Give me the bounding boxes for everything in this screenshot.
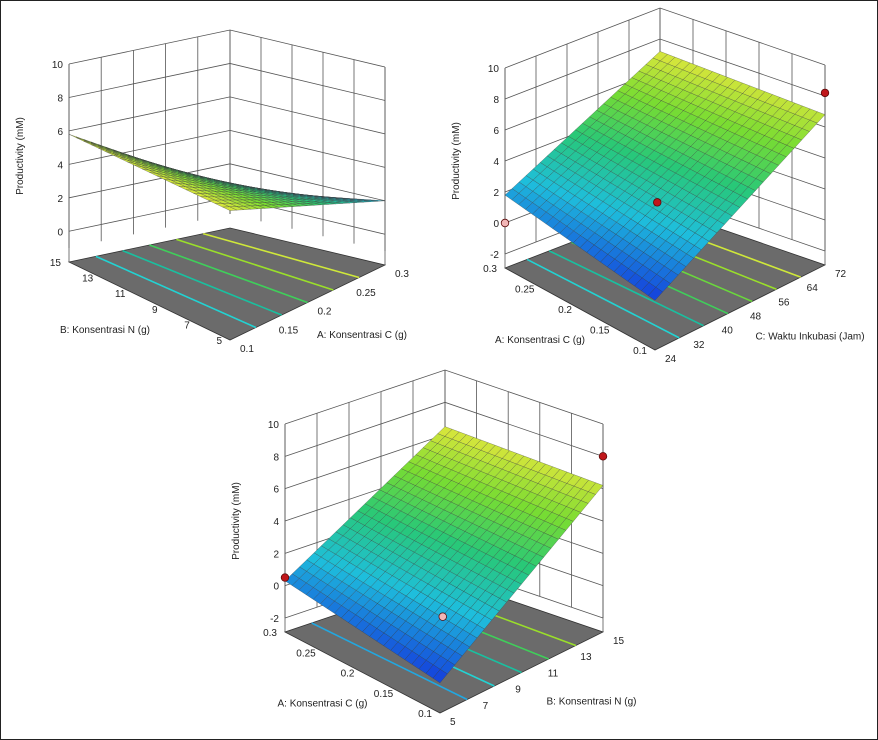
x2-axis-label: B: Konsentrasi N (g) bbox=[546, 697, 636, 708]
x1-tick-label: 0.1 bbox=[240, 344, 254, 355]
design-point bbox=[280, 573, 290, 582]
surface-cell bbox=[588, 482, 604, 495]
response-surface bbox=[504, 51, 826, 301]
z-tick-label: 2 bbox=[273, 549, 279, 560]
response-surface bbox=[284, 426, 604, 684]
x2-tick-label: 5 bbox=[450, 717, 456, 728]
surface-cell bbox=[809, 111, 826, 124]
x2-tick-label: 9 bbox=[515, 685, 521, 696]
x2-tick-label: 13 bbox=[580, 652, 592, 663]
x1-tick-label: 0.25 bbox=[356, 288, 376, 299]
contour-line bbox=[526, 258, 680, 339]
z-tick-label: 8 bbox=[57, 93, 63, 104]
x1-tick-label: 0.3 bbox=[263, 628, 277, 639]
x1-tick-label: 0.1 bbox=[633, 346, 647, 357]
x2-tick-label: 32 bbox=[693, 340, 705, 351]
z-tick-label: 6 bbox=[273, 485, 279, 496]
x1-tick-label: 0.1 bbox=[418, 709, 432, 720]
floor-plane bbox=[67, 227, 387, 341]
wall-gridline bbox=[68, 129, 386, 168]
wall-gridline bbox=[284, 369, 604, 425]
z-tick-label: 6 bbox=[57, 127, 63, 138]
response-surface bbox=[68, 134, 386, 211]
x1-tick-label: 0.3 bbox=[395, 269, 409, 280]
x2-axis-label: C: Waktu Inkubasi (Jam) bbox=[755, 332, 864, 343]
x2-tick-label: 40 bbox=[722, 326, 734, 337]
x2-tick-label: 7 bbox=[483, 701, 489, 712]
x1-tick-label: 0.15 bbox=[279, 325, 299, 336]
x1-tick-label: 0.2 bbox=[341, 669, 355, 680]
x1-tick-label: 0.2 bbox=[318, 307, 332, 318]
x1-tick-label: 0.15 bbox=[374, 689, 394, 700]
x2-axis-label: B: Konsentrasi N (g) bbox=[60, 325, 150, 336]
z-tick-label: 10 bbox=[488, 64, 500, 75]
contour-line bbox=[311, 622, 468, 701]
design-point bbox=[500, 218, 510, 228]
z-tick-label: 4 bbox=[57, 160, 63, 171]
x1-tick-label: 0.2 bbox=[558, 305, 572, 316]
x1-tick-label: 0.25 bbox=[296, 648, 316, 659]
z-tick-label: 4 bbox=[493, 157, 499, 168]
x2-tick-label: 13 bbox=[82, 274, 94, 285]
x2-tick-label: 9 bbox=[152, 305, 158, 316]
x1-tick-label: 0.3 bbox=[483, 264, 497, 275]
z-axis-label: Productivity (mM) bbox=[451, 122, 462, 200]
z-tick-label: 8 bbox=[273, 452, 279, 463]
z-tick-label: 10 bbox=[52, 60, 64, 71]
wall-gridline bbox=[68, 96, 386, 135]
z-tick-label: 4 bbox=[273, 517, 279, 528]
design-point bbox=[598, 452, 608, 461]
wall-gridline bbox=[68, 63, 386, 101]
z-tick-label: 0 bbox=[273, 582, 279, 593]
contour-line bbox=[176, 238, 334, 291]
surface-cell bbox=[370, 200, 386, 202]
x1-axis-label: A: Konsentrasi C (g) bbox=[317, 330, 407, 341]
x2-tick-label: 15 bbox=[613, 636, 625, 647]
x2-tick-label: 64 bbox=[807, 283, 819, 294]
z-tick-label: 8 bbox=[493, 95, 499, 106]
x2-tick-label: 7 bbox=[184, 320, 190, 331]
z-axis-label: Productivity (mM) bbox=[231, 482, 242, 560]
z-tick-label: 0 bbox=[57, 227, 63, 238]
contour-line bbox=[149, 244, 308, 304]
x2-tick-label: 11 bbox=[548, 668, 559, 679]
x1-tick-label: 0.25 bbox=[515, 285, 535, 296]
x2-tick-label: 48 bbox=[750, 312, 762, 323]
z-tick-label: 2 bbox=[493, 188, 499, 199]
z-tick-label: 6 bbox=[493, 126, 499, 137]
contour-line bbox=[202, 232, 360, 279]
x2-tick-label: 24 bbox=[665, 354, 677, 365]
x1-axis-label: A: Konsentrasi C (g) bbox=[277, 699, 367, 710]
design-point bbox=[653, 198, 662, 207]
contour-line bbox=[122, 249, 282, 316]
z-axis-label: Productivity (mM) bbox=[15, 117, 26, 195]
z-tick-label: -2 bbox=[270, 614, 279, 625]
x2-tick-label: 15 bbox=[50, 258, 62, 269]
z-tick-label: 10 bbox=[268, 420, 280, 431]
design-point bbox=[438, 612, 447, 621]
x2-tick-label: 5 bbox=[216, 336, 222, 347]
design-point bbox=[820, 88, 830, 98]
x1-axis-label: A: Konsentrasi C (g) bbox=[495, 335, 585, 346]
z-tick-label: 2 bbox=[57, 194, 63, 205]
x2-tick-label: 11 bbox=[115, 289, 126, 300]
wall-gridline bbox=[68, 29, 386, 68]
contour-line bbox=[95, 255, 257, 329]
x2-tick-label: 56 bbox=[778, 297, 790, 308]
x2-tick-label: 72 bbox=[835, 269, 847, 280]
z-tick-label: -2 bbox=[490, 250, 499, 261]
x1-tick-label: 0.15 bbox=[590, 326, 610, 337]
z-tick-label: 0 bbox=[493, 219, 499, 230]
contour-line bbox=[548, 250, 704, 327]
